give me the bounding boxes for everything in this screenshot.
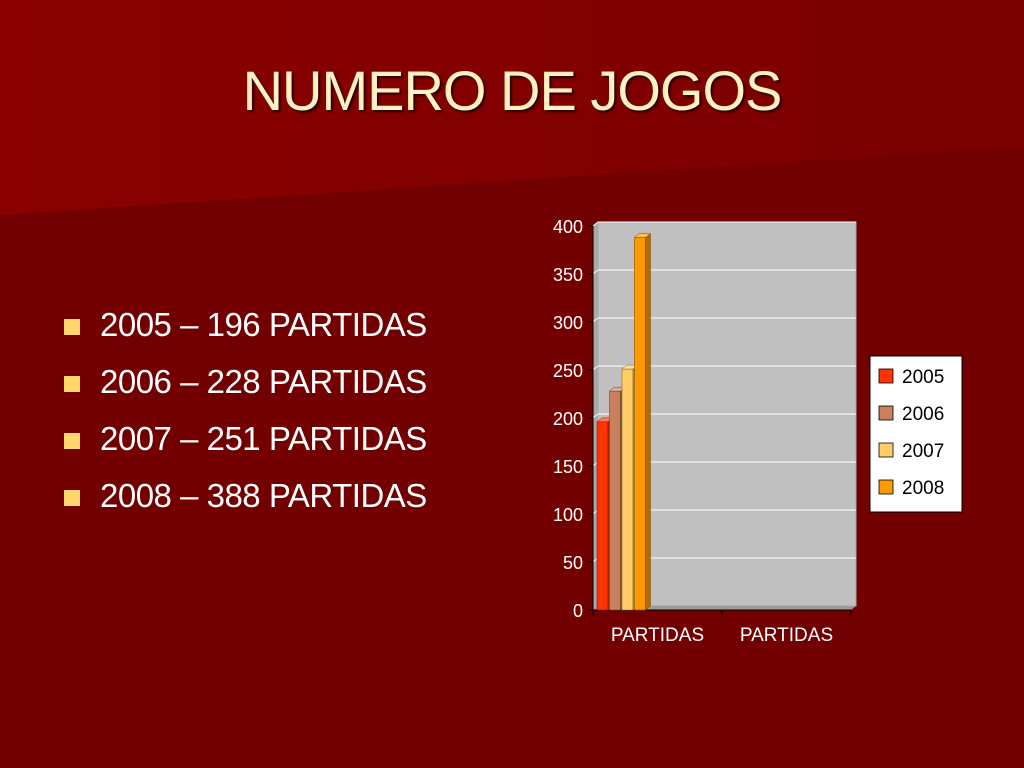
bullet-list: 2005 – 196 PARTIDAS 2006 – 228 PARTIDAS … [62, 300, 427, 528]
y-tick-label: 400 [553, 217, 583, 237]
y-tick-label: 0 [573, 601, 583, 621]
bullet-item: 2006 – 228 PARTIDAS [62, 357, 427, 414]
plot-floor [593, 606, 856, 610]
legend-swatch [878, 405, 894, 421]
bullet-item: 2008 – 388 PARTIDAS [62, 471, 427, 528]
bullet-text: 2006 – 228 PARTIDAS [100, 363, 427, 400]
bullet-square-icon [64, 376, 80, 392]
gridline-side [592, 317, 599, 323]
bar-front [621, 368, 634, 611]
gridline-side [592, 269, 599, 275]
legend-label: 2005 [902, 367, 944, 388]
y-tick-label: 100 [553, 505, 583, 525]
bar-side [645, 232, 651, 611]
y-tick-label: 350 [553, 265, 583, 285]
bar-front [596, 421, 609, 611]
legend-swatch [878, 368, 894, 384]
y-tick-label: 200 [553, 409, 583, 429]
bar-front [609, 390, 621, 611]
bullet-text: 2008 – 388 PARTIDAS [100, 477, 427, 514]
y-tick-label: 300 [553, 313, 583, 333]
bullet-square-icon [64, 319, 80, 335]
bar [633, 232, 652, 611]
bullet-item: 2005 – 196 PARTIDAS [62, 300, 427, 357]
x-category-label: PARTIDAS [740, 625, 833, 646]
bullet-square-icon [64, 433, 80, 449]
legend-label: 2006 [902, 404, 944, 425]
bullet-text: 2007 – 251 PARTIDAS [100, 420, 427, 457]
legend-swatch [878, 442, 894, 458]
gridline-side [592, 221, 599, 227]
x-category-label: PARTIDAS [611, 625, 704, 646]
bullet-text: 2005 – 196 PARTIDAS [100, 306, 427, 343]
legend-label: 2007 [902, 441, 944, 462]
gridline-side [592, 413, 599, 419]
slide-title: NUMERO DE JOGOS [242, 59, 783, 122]
y-tick-label: 150 [553, 457, 583, 477]
legend-label: 2008 [902, 478, 944, 499]
bullet-square-icon [64, 490, 80, 506]
legend-swatch [878, 479, 894, 495]
bullet-item: 2007 – 251 PARTIDAS [62, 414, 427, 471]
y-tick-label: 250 [553, 361, 583, 381]
y-tick-label: 50 [563, 553, 583, 573]
gridline-side [592, 365, 599, 371]
bar-top [633, 233, 652, 238]
bar-front [634, 237, 646, 611]
